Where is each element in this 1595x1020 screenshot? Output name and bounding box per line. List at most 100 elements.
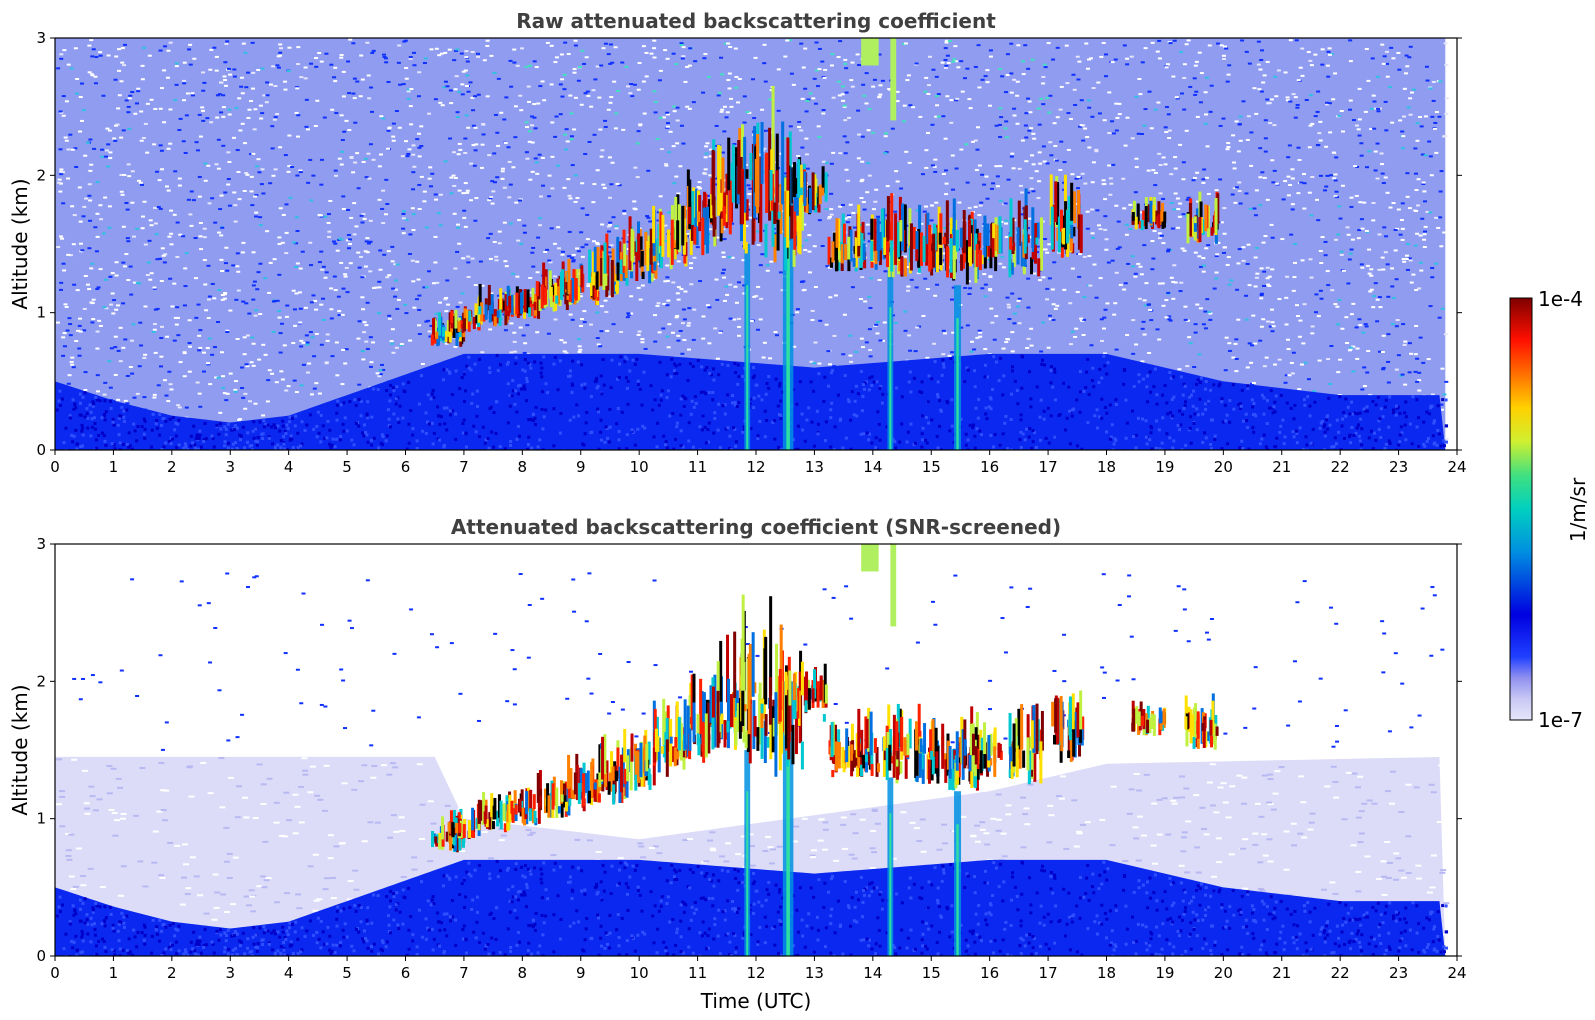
noise-pixel xyxy=(188,213,193,216)
noise-pixel xyxy=(808,92,813,95)
noise-pixel xyxy=(1264,356,1269,359)
bl-speckle xyxy=(658,360,662,364)
noise-pixel xyxy=(936,93,941,96)
noise-pixel xyxy=(1214,277,1219,280)
noise-pixel xyxy=(371,158,376,161)
noise-pixel xyxy=(1087,99,1092,102)
bl-speckle xyxy=(411,427,415,431)
noise-pixel xyxy=(1347,108,1352,111)
bl-speckle xyxy=(1306,395,1310,399)
noise-pixel xyxy=(452,212,457,215)
noise-pixel xyxy=(728,283,733,286)
bl-speckle xyxy=(315,435,319,439)
noise-pixel xyxy=(427,177,432,180)
noise-pixel xyxy=(760,253,765,256)
noise-pixel xyxy=(279,47,284,50)
noise-pixel xyxy=(292,379,297,382)
noise-pixel xyxy=(1068,118,1073,121)
noise-pixel xyxy=(367,97,372,100)
noise-pixel xyxy=(1334,156,1339,159)
noise-pixel xyxy=(968,287,973,290)
noise-pixel xyxy=(1326,50,1331,53)
noise-pixel xyxy=(253,314,258,317)
noise-pixel xyxy=(493,113,498,116)
noise-pixel xyxy=(1188,85,1193,88)
noise-pixel xyxy=(1117,246,1122,249)
noise-pixel xyxy=(1345,226,1350,229)
bl-speckle xyxy=(1201,440,1205,444)
noise-pixel xyxy=(251,71,256,74)
bl-speckle xyxy=(1301,448,1305,450)
noise-pixel xyxy=(902,104,907,107)
noise-pixel xyxy=(168,383,173,386)
noise-pixel xyxy=(795,311,800,314)
noise-pixel xyxy=(206,363,211,366)
noise-pixel xyxy=(130,201,135,204)
noise-pixel xyxy=(396,61,401,64)
noise-pixel xyxy=(378,153,383,156)
noise-pixel xyxy=(674,175,679,178)
noise-pixel xyxy=(357,320,362,323)
bl-speckle xyxy=(800,412,804,416)
noise-pixel xyxy=(1309,276,1314,279)
bl-speckle xyxy=(638,387,642,391)
noise-pixel xyxy=(643,347,648,350)
noise-pixel xyxy=(1444,97,1449,100)
noise-pixel xyxy=(762,62,767,65)
noise-pixel xyxy=(492,240,497,243)
noise-pixel xyxy=(463,225,468,228)
bl-speckle xyxy=(693,395,697,399)
noise-pixel xyxy=(265,81,270,84)
noise-pixel xyxy=(121,346,126,349)
bl-speckle xyxy=(1097,381,1101,385)
noise-pixel xyxy=(1259,297,1264,300)
noise-pixel xyxy=(1411,88,1416,91)
noise-pixel xyxy=(249,190,254,193)
noise-pixel xyxy=(657,331,662,334)
noise-pixel xyxy=(232,75,237,78)
noise-pixel xyxy=(758,264,763,267)
noise-pixel xyxy=(880,339,885,342)
noise-pixel xyxy=(65,329,70,332)
noise-pixel xyxy=(1171,75,1176,78)
bl-speckle xyxy=(162,445,166,449)
noise-pixel xyxy=(1026,67,1031,70)
noise-pixel xyxy=(1155,50,1160,53)
noise-pixel xyxy=(319,183,324,186)
noise-pixel xyxy=(620,61,625,64)
noise-pixel xyxy=(821,112,826,115)
noise-pixel xyxy=(1306,51,1311,54)
noise-pixel xyxy=(128,94,133,97)
noise-pixel xyxy=(490,202,495,205)
noise-pixel xyxy=(1167,129,1172,132)
noise-pixel xyxy=(488,197,493,200)
noise-pixel xyxy=(298,171,303,174)
noise-pixel xyxy=(94,56,99,59)
bl-speckle xyxy=(711,367,715,371)
noise-pixel xyxy=(907,334,912,337)
noise-pixel xyxy=(369,110,374,113)
bl-speckle xyxy=(335,418,339,422)
noise-pixel xyxy=(1440,367,1445,370)
noise-pixel xyxy=(675,314,680,317)
noise-pixel xyxy=(1017,167,1022,170)
bl-speckle xyxy=(130,447,134,450)
noise-pixel xyxy=(934,115,939,118)
bl-speckle xyxy=(331,437,335,441)
noise-pixel xyxy=(825,265,830,268)
noise-pixel xyxy=(998,107,1003,110)
bl-speckle xyxy=(231,442,235,446)
noise-pixel xyxy=(557,247,562,250)
noise-pixel xyxy=(885,185,890,188)
noise-pixel xyxy=(1434,216,1439,219)
noise-pixel xyxy=(416,95,421,98)
noise-pixel xyxy=(365,301,370,304)
noise-pixel xyxy=(579,231,584,234)
noise-pixel xyxy=(568,313,573,316)
noise-pixel xyxy=(1073,104,1078,107)
bl-speckle xyxy=(520,387,524,391)
noise-pixel xyxy=(1261,241,1266,244)
bl-speckle xyxy=(81,395,85,399)
bl-speckle xyxy=(203,421,207,425)
bl-speckle xyxy=(675,421,679,425)
